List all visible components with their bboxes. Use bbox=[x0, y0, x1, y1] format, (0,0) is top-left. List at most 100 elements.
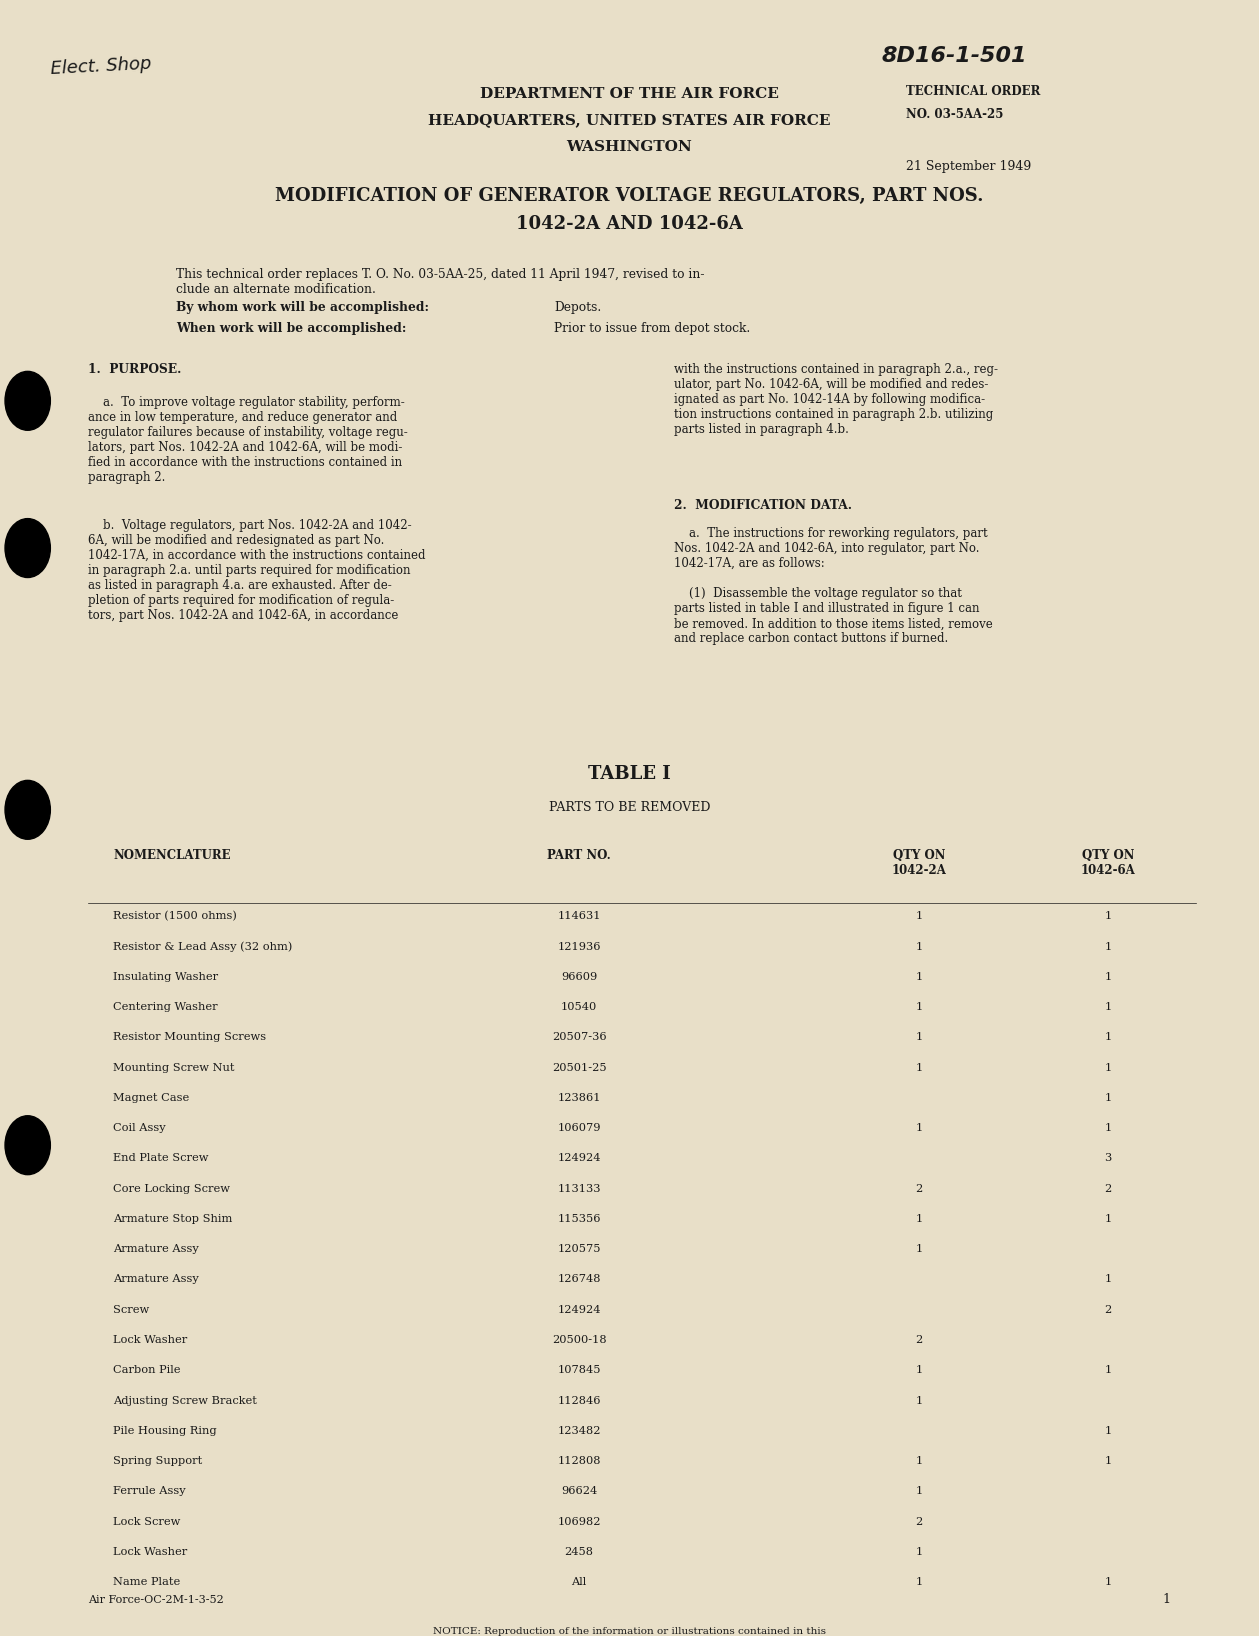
Text: 1: 1 bbox=[915, 1122, 923, 1134]
Text: 121936: 121936 bbox=[558, 941, 601, 952]
Text: NOMENCLATURE: NOMENCLATURE bbox=[113, 849, 230, 862]
Text: 1042-2A AND 1042-6A: 1042-2A AND 1042-6A bbox=[516, 214, 743, 232]
Text: Magnet Case: Magnet Case bbox=[113, 1093, 190, 1103]
Text: 1: 1 bbox=[1104, 1364, 1112, 1376]
Text: 1: 1 bbox=[915, 1214, 923, 1224]
Text: 2458: 2458 bbox=[564, 1546, 594, 1557]
Text: 124924: 124924 bbox=[558, 1153, 601, 1163]
Text: 1: 1 bbox=[1104, 1063, 1112, 1073]
Circle shape bbox=[5, 519, 50, 578]
Text: 1: 1 bbox=[1104, 911, 1112, 921]
Text: End Plate Screw: End Plate Screw bbox=[113, 1153, 209, 1163]
Text: 1: 1 bbox=[915, 1456, 923, 1466]
Text: 112846: 112846 bbox=[558, 1396, 601, 1405]
Text: 8D16-1-501: 8D16-1-501 bbox=[881, 46, 1027, 65]
Text: 1: 1 bbox=[915, 1577, 923, 1587]
Text: with the instructions contained in paragraph 2.a., reg-
ulator, part No. 1042-6A: with the instructions contained in parag… bbox=[674, 363, 997, 437]
Text: MODIFICATION OF GENERATOR VOLTAGE REGULATORS, PART NOS.: MODIFICATION OF GENERATOR VOLTAGE REGULA… bbox=[276, 187, 983, 204]
Text: Pile Housing Ring: Pile Housing Ring bbox=[113, 1425, 217, 1436]
Text: Coil Assy: Coil Assy bbox=[113, 1122, 166, 1134]
Circle shape bbox=[5, 371, 50, 430]
Text: Name Plate: Name Plate bbox=[113, 1577, 180, 1587]
Text: Spring Support: Spring Support bbox=[113, 1456, 203, 1466]
Text: 21 September 1949: 21 September 1949 bbox=[906, 160, 1031, 173]
Text: PART NO.: PART NO. bbox=[548, 849, 611, 862]
Text: DEPARTMENT OF THE AIR FORCE: DEPARTMENT OF THE AIR FORCE bbox=[480, 87, 779, 101]
Text: HEADQUARTERS, UNITED STATES AIR FORCE: HEADQUARTERS, UNITED STATES AIR FORCE bbox=[428, 113, 831, 128]
Text: Centering Washer: Centering Washer bbox=[113, 1001, 218, 1013]
Text: By whom work will be accomplished:: By whom work will be accomplished: bbox=[176, 301, 429, 314]
Text: QTY ON
1042-2A: QTY ON 1042-2A bbox=[891, 849, 947, 877]
Text: Lock Screw: Lock Screw bbox=[113, 1517, 181, 1526]
Text: 1: 1 bbox=[1104, 1425, 1112, 1436]
Text: 20501-25: 20501-25 bbox=[551, 1063, 607, 1073]
Text: 3: 3 bbox=[1104, 1153, 1112, 1163]
Text: a.  To improve voltage regulator stability, perform-
ance in low temperature, an: a. To improve voltage regulator stabilit… bbox=[88, 396, 408, 484]
Text: 2: 2 bbox=[915, 1335, 923, 1345]
Text: Armature Assy: Armature Assy bbox=[113, 1243, 199, 1255]
Text: 1: 1 bbox=[1104, 1214, 1112, 1224]
Text: 1: 1 bbox=[915, 941, 923, 952]
Text: a.  The instructions for reworking regulators, part
Nos. 1042-2A and 1042-6A, in: a. The instructions for reworking regula… bbox=[674, 527, 987, 569]
Text: 112808: 112808 bbox=[558, 1456, 601, 1466]
Text: WASHINGTON: WASHINGTON bbox=[567, 139, 692, 154]
Circle shape bbox=[5, 1116, 50, 1175]
Text: Armature Assy: Armature Assy bbox=[113, 1274, 199, 1284]
Text: 1: 1 bbox=[915, 1063, 923, 1073]
Text: Lock Washer: Lock Washer bbox=[113, 1335, 188, 1345]
Text: Air Force-OC-2M-1-3-52: Air Force-OC-2M-1-3-52 bbox=[88, 1595, 224, 1605]
Text: 1: 1 bbox=[1104, 1001, 1112, 1013]
Text: 2: 2 bbox=[915, 1183, 923, 1194]
Text: Resistor (1500 ohms): Resistor (1500 ohms) bbox=[113, 911, 237, 921]
Text: 1: 1 bbox=[915, 1364, 923, 1376]
Text: 1: 1 bbox=[915, 911, 923, 921]
Text: 1: 1 bbox=[1163, 1593, 1171, 1607]
Text: 10540: 10540 bbox=[562, 1001, 597, 1013]
Text: NO. 03-5AA-25: NO. 03-5AA-25 bbox=[906, 108, 1003, 121]
Text: 1: 1 bbox=[915, 1243, 923, 1255]
Text: 123861: 123861 bbox=[558, 1093, 601, 1103]
Text: Elect. Shop: Elect. Shop bbox=[50, 54, 152, 77]
Text: 2: 2 bbox=[915, 1517, 923, 1526]
Text: 1: 1 bbox=[1104, 941, 1112, 952]
Text: TECHNICAL ORDER: TECHNICAL ORDER bbox=[906, 85, 1041, 98]
Text: Prior to issue from depot stock.: Prior to issue from depot stock. bbox=[554, 322, 750, 335]
Text: 2.  MODIFICATION DATA.: 2. MODIFICATION DATA. bbox=[674, 499, 851, 512]
Text: 1: 1 bbox=[915, 1001, 923, 1013]
Text: 1: 1 bbox=[1104, 1093, 1112, 1103]
Text: 1: 1 bbox=[1104, 1577, 1112, 1587]
Text: 1: 1 bbox=[915, 1546, 923, 1557]
Text: 106079: 106079 bbox=[558, 1122, 601, 1134]
Text: Carbon Pile: Carbon Pile bbox=[113, 1364, 181, 1376]
Text: 1: 1 bbox=[1104, 1032, 1112, 1042]
Text: 126748: 126748 bbox=[558, 1274, 601, 1284]
Text: 1: 1 bbox=[1104, 1274, 1112, 1284]
Text: 1.  PURPOSE.: 1. PURPOSE. bbox=[88, 363, 181, 376]
Text: 1: 1 bbox=[1104, 972, 1112, 982]
Text: Screw: Screw bbox=[113, 1304, 150, 1315]
Text: QTY ON
1042-6A: QTY ON 1042-6A bbox=[1080, 849, 1136, 877]
Text: When work will be accomplished:: When work will be accomplished: bbox=[176, 322, 407, 335]
Text: 106982: 106982 bbox=[558, 1517, 601, 1526]
Text: Depots.: Depots. bbox=[554, 301, 602, 314]
Text: All: All bbox=[572, 1577, 587, 1587]
Text: 20500-18: 20500-18 bbox=[551, 1335, 607, 1345]
Text: 96624: 96624 bbox=[562, 1485, 597, 1497]
Text: Ferrule Assy: Ferrule Assy bbox=[113, 1485, 186, 1497]
Text: Insulating Washer: Insulating Washer bbox=[113, 972, 218, 982]
Text: 1: 1 bbox=[915, 1396, 923, 1405]
Text: 20507-36: 20507-36 bbox=[551, 1032, 607, 1042]
Text: Lock Washer: Lock Washer bbox=[113, 1546, 188, 1557]
Text: Mounting Screw Nut: Mounting Screw Nut bbox=[113, 1063, 235, 1073]
Text: 120575: 120575 bbox=[558, 1243, 601, 1255]
Text: 113133: 113133 bbox=[558, 1183, 601, 1194]
Text: 123482: 123482 bbox=[558, 1425, 601, 1436]
Text: Resistor Mounting Screws: Resistor Mounting Screws bbox=[113, 1032, 267, 1042]
Text: 124924: 124924 bbox=[558, 1304, 601, 1315]
Circle shape bbox=[5, 780, 50, 839]
Text: 1: 1 bbox=[915, 1032, 923, 1042]
Text: This technical order replaces T. O. No. 03-5AA-25, dated 11 April 1947, revised : This technical order replaces T. O. No. … bbox=[176, 268, 705, 296]
Text: 114631: 114631 bbox=[558, 911, 601, 921]
Text: Core Locking Screw: Core Locking Screw bbox=[113, 1183, 230, 1194]
Text: b.  Voltage regulators, part Nos. 1042-2A and 1042-
6A, will be modified and red: b. Voltage regulators, part Nos. 1042-2A… bbox=[88, 519, 426, 622]
